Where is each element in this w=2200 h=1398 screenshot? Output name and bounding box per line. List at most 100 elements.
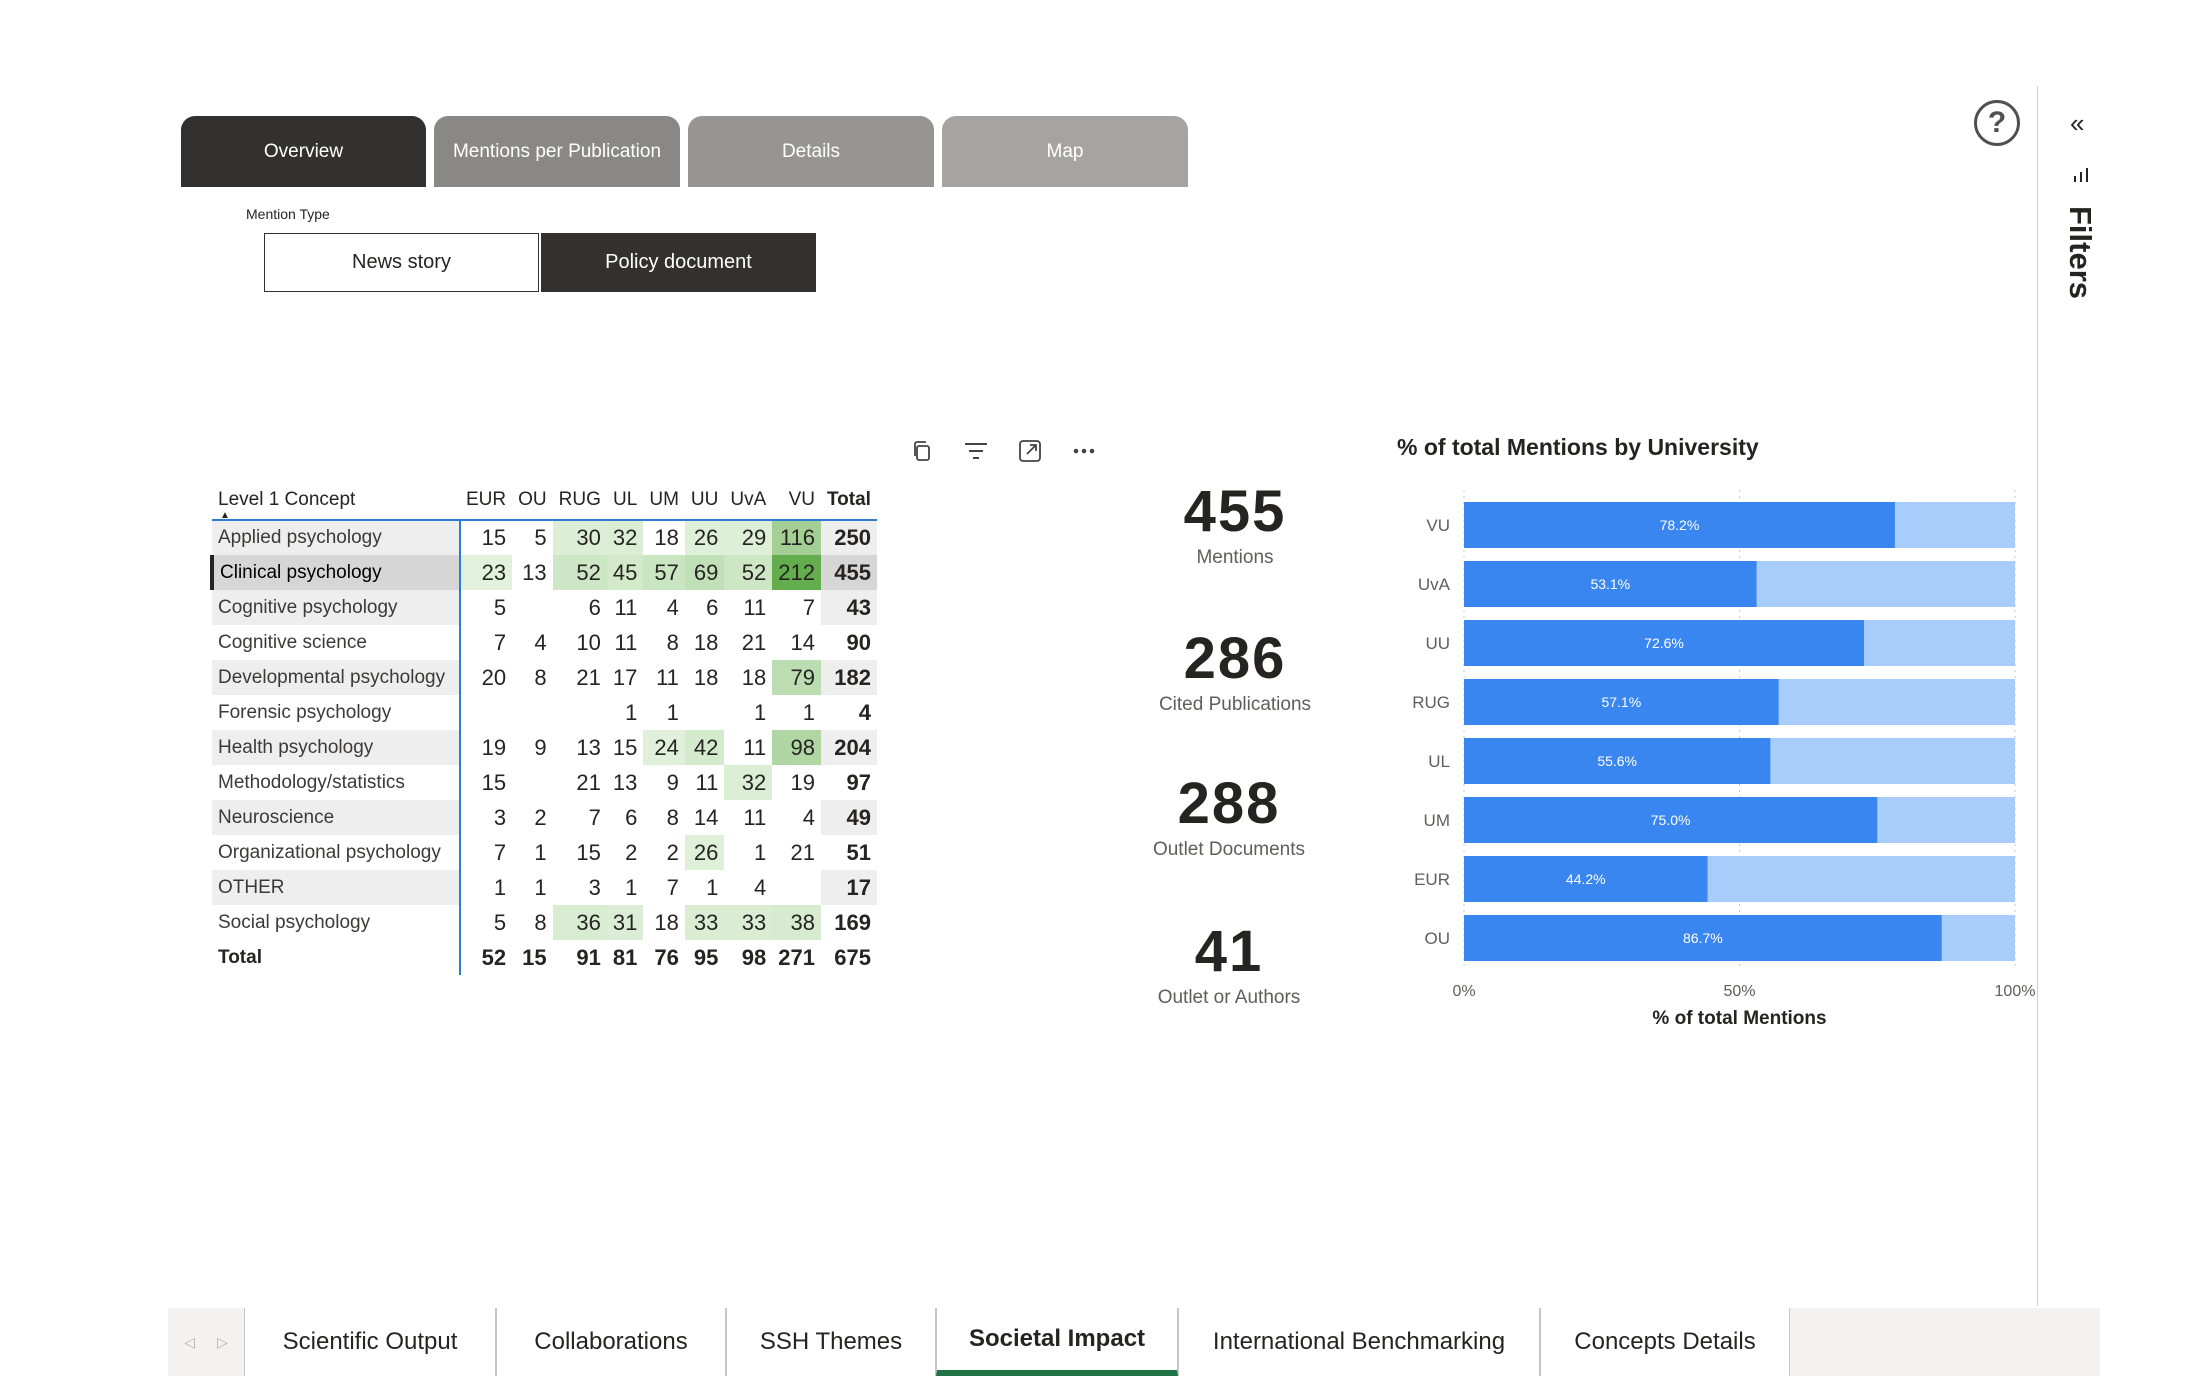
matrix-cell[interactable]: 15 <box>481 769 507 795</box>
tab-map[interactable]: Map <box>942 116 1188 187</box>
triangle-left-icon[interactable]: ◁ <box>184 1333 195 1350</box>
matrix-cell[interactable]: 6 <box>706 594 719 620</box>
matrix-cell[interactable]: 21 <box>741 629 767 655</box>
matrix-row-total[interactable]: 204 <box>820 730 877 765</box>
table-row[interactable]: Social psychology 5 8 36 31 18 33 33 38 169 <box>212 905 877 940</box>
matrix-cell[interactable] <box>685 695 724 730</box>
matrix-cell[interactable]: 11 <box>695 769 719 795</box>
table-row[interactable]: Organizational psychology 7 1 15 2 2 26 1 21 51 <box>212 835 877 870</box>
matrix-cell[interactable]: 98 <box>772 730 821 765</box>
matrix-cell[interactable]: 2 <box>534 804 547 830</box>
matrix-cell[interactable]: 13 <box>522 559 547 585</box>
tab-details[interactable]: Details <box>688 116 934 187</box>
matrix-row-label[interactable]: Applied psychology <box>212 520 461 555</box>
slicer-option-policy-document[interactable]: Policy document <box>541 233 816 292</box>
matrix-cell[interactable]: 18 <box>693 629 719 655</box>
matrix-cell[interactable]: 10 <box>576 629 601 655</box>
triangle-right-icon[interactable]: ▷ <box>217 1333 228 1350</box>
page-tab-scientific-output[interactable]: Scientific Output <box>244 1308 496 1376</box>
matrix-cell[interactable]: 9 <box>534 734 547 760</box>
matrix-cell[interactable]: 18 <box>654 909 679 935</box>
matrix-row-total[interactable]: 97 <box>846 769 871 795</box>
more-options-icon[interactable] <box>1069 436 1099 466</box>
matrix-cell[interactable]: 6 <box>588 594 601 620</box>
matrix-cell[interactable]: 38 <box>772 905 821 940</box>
matrix-cell[interactable]: 18 <box>741 664 767 690</box>
table-row[interactable]: Developmental psychology 20 8 21 17 11 18 18 79 1… <box>212 660 877 695</box>
matrix-cell[interactable] <box>772 870 821 905</box>
matrix-cell[interactable]: 79 <box>772 660 821 695</box>
matrix-cell[interactable]: 31 <box>606 905 644 940</box>
matrix-cell[interactable]: 15 <box>612 734 638 760</box>
matrix-col-header[interactable]: UU <box>684 480 725 521</box>
table-row[interactable]: Neuroscience 3 2 7 6 8 14 11 4 49 <box>212 800 877 835</box>
matrix-cell[interactable]: 3 <box>493 804 507 830</box>
page-tab-concepts-details[interactable]: Concepts Details <box>1540 1308 1790 1376</box>
matrix-cell[interactable]: 3 <box>588 874 601 900</box>
matrix-cell[interactable]: 1 <box>802 699 815 725</box>
filter-icon[interactable] <box>961 436 991 466</box>
matrix-cell[interactable]: 7 <box>493 629 507 655</box>
matrix-cell[interactable]: 7 <box>588 804 601 830</box>
matrix-cell[interactable]: 4 <box>666 594 679 620</box>
matrix-cell[interactable]: 7 <box>493 839 507 865</box>
matrix-cell[interactable]: 1 <box>754 699 767 725</box>
matrix-col-header[interactable]: UM <box>643 480 685 521</box>
matrix-row-label[interactable]: Methodology/statistics <box>212 765 461 800</box>
matrix-row-total[interactable]: 169 <box>834 909 871 935</box>
page-scroll-arrows[interactable]: ◁ ▷ <box>168 1308 244 1376</box>
matrix-row-label[interactable]: Health psychology <box>212 730 461 765</box>
matrix-cell[interactable]: 18 <box>693 664 719 690</box>
matrix-cell[interactable]: 14 <box>693 804 719 830</box>
matrix-cell[interactable]: 7 <box>666 874 679 900</box>
matrix-row-label[interactable]: Cognitive psychology <box>212 590 461 625</box>
tab-mentions-per-publication[interactable]: Mentions per Publication <box>434 116 680 187</box>
matrix-cell[interactable]: 4 <box>802 804 815 830</box>
matrix-cell[interactable]: 18 <box>654 525 679 550</box>
matrix-cell[interactable]: 23 <box>460 555 513 590</box>
slicer-option-news-story[interactable]: News story <box>264 233 539 292</box>
matrix-cell[interactable]: 8 <box>666 629 679 655</box>
table-row[interactable]: Health psychology 19 9 13 15 24 42 11 98 204 <box>212 730 877 765</box>
matrix-total-header[interactable]: Total <box>820 480 877 521</box>
page-tab-ssh-themes[interactable]: SSH Themes <box>726 1308 936 1376</box>
focus-mode-icon[interactable] <box>1015 436 1045 466</box>
matrix-cell[interactable]: 116 <box>772 520 821 555</box>
copy-icon[interactable] <box>907 436 937 466</box>
matrix-row-label[interactable]: OTHER <box>212 870 461 905</box>
table-row[interactable]: Cognitive psychology 5 6 11 4 6 11 7 43 <box>212 590 877 625</box>
matrix-cell[interactable] <box>512 695 553 730</box>
page-tab-international-benchmarking[interactable]: International Benchmarking <box>1178 1308 1540 1376</box>
matrix-cell[interactable]: 52 <box>552 555 607 590</box>
matrix-cell[interactable] <box>512 765 553 800</box>
matrix-row-total[interactable]: 4 <box>858 699 871 725</box>
matrix-col-header[interactable]: UvA <box>724 480 773 521</box>
matrix-cell[interactable]: 8 <box>534 664 547 690</box>
matrix-row-total[interactable]: 43 <box>820 590 877 625</box>
matrix-cell[interactable]: 20 <box>481 664 507 690</box>
matrix-cell[interactable]: 6 <box>625 804 638 830</box>
matrix-col-header[interactable]: VU <box>772 480 821 521</box>
matrix-cell[interactable]: 7 <box>802 594 815 620</box>
matrix-cell[interactable]: 30 <box>552 520 607 555</box>
matrix-row-label[interactable]: Neuroscience <box>212 800 461 835</box>
matrix-row-label[interactable]: Social psychology <box>212 905 461 940</box>
page-tab-societal-impact[interactable]: Societal Impact <box>936 1308 1178 1376</box>
matrix-cell[interactable]: 4 <box>754 874 767 900</box>
matrix-row-total[interactable]: 49 <box>820 800 877 835</box>
matrix-cell[interactable]: 5 <box>534 525 547 550</box>
matrix-cell[interactable]: 1 <box>534 874 547 900</box>
matrix-row-total[interactable]: 17 <box>820 870 877 905</box>
matrix-row-label[interactable]: Developmental psychology <box>212 660 461 695</box>
matrix-col-header[interactable]: EUR <box>460 480 513 521</box>
matrix-cell[interactable]: 57 <box>643 555 685 590</box>
table-row[interactable]: Clinical psychology 23 13 52 45 57 69 52 212 455 <box>210 555 877 590</box>
matrix-cell[interactable]: 33 <box>724 905 773 940</box>
matrix-cell[interactable]: 19 <box>790 769 815 795</box>
matrix-row-total[interactable]: 90 <box>846 629 871 655</box>
matrix-cell[interactable]: 15 <box>576 839 601 865</box>
matrix-row-total[interactable]: 455 <box>820 555 877 590</box>
matrix-row-total[interactable]: 182 <box>820 660 877 695</box>
matrix-cell[interactable]: 1 <box>534 839 547 865</box>
matrix-cell[interactable]: 2 <box>666 839 679 865</box>
